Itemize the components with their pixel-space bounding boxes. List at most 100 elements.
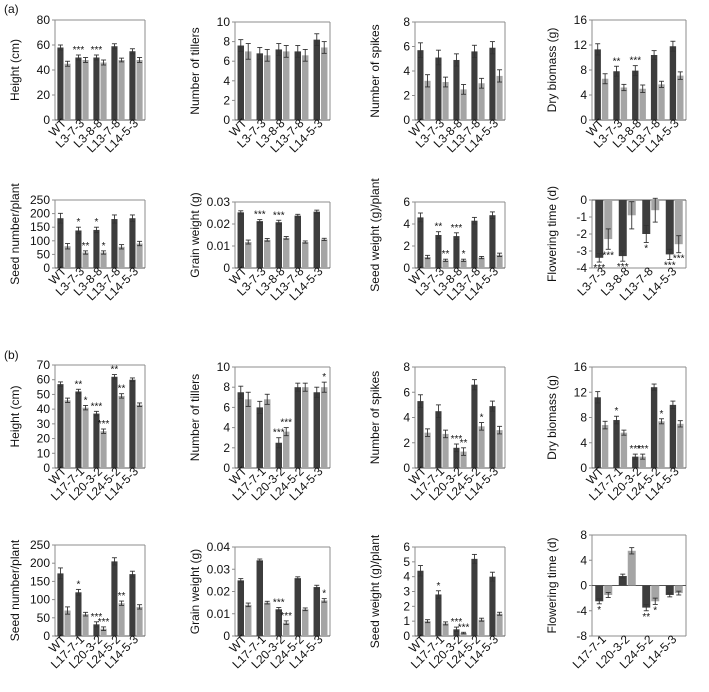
bar: [453, 447, 460, 468]
y-tick-label: 50: [37, 247, 51, 261]
significance-mark: **: [613, 56, 621, 67]
y-tick-label: 0: [580, 461, 587, 475]
y-tick-label: 50: [37, 387, 51, 401]
bar: [294, 387, 301, 468]
y-tick-label: -2: [576, 227, 587, 241]
bar: [669, 46, 677, 120]
bar: [313, 39, 320, 120]
significance-mark: ***: [273, 210, 285, 221]
bar: [93, 57, 100, 120]
y-tick-label: 6: [403, 540, 410, 554]
y-tick-label: 0.03: [207, 195, 231, 209]
bar: [442, 433, 449, 468]
significance-mark: *: [597, 605, 601, 616]
bar: [302, 242, 309, 268]
significance-mark: ***: [451, 617, 463, 628]
bar: [136, 606, 143, 636]
significance-mark: ***: [637, 444, 649, 455]
bar: [604, 200, 613, 240]
y-tick-label: 2: [403, 89, 410, 103]
y-tick-label: 4: [403, 217, 410, 231]
bar: [82, 407, 89, 468]
significance-mark: ***: [617, 262, 629, 273]
y-tick-label: 4: [403, 411, 410, 425]
significance-mark: ***: [273, 428, 285, 439]
y-axis-label: Height (cm): [8, 39, 22, 101]
bar: [665, 200, 674, 255]
bar: [313, 587, 320, 636]
bar: [478, 257, 485, 268]
y-tick-label: 0: [43, 629, 50, 643]
y-tick-label: 6: [403, 385, 410, 399]
bar: [613, 420, 620, 468]
significance-mark: **: [442, 249, 450, 260]
bar: [57, 218, 64, 268]
y-tick-label: 8: [223, 35, 230, 49]
bar: [627, 550, 636, 586]
bar: [478, 619, 485, 636]
bar: [460, 260, 467, 268]
bar: [417, 50, 424, 120]
bar: [129, 379, 136, 468]
y-tick-label: 2: [403, 239, 410, 253]
y-axis-label: Dry biomass (g): [545, 28, 559, 113]
significance-mark: *: [76, 579, 80, 590]
bar: [651, 585, 660, 602]
y-tick-label: -3: [576, 244, 587, 258]
bar: [424, 80, 431, 120]
bar: [245, 604, 252, 636]
bar: [264, 602, 271, 636]
bar: [294, 51, 301, 120]
y-tick-label: 0: [223, 461, 230, 475]
y-tick-label: 8: [580, 528, 587, 542]
y-tick-label: -8: [576, 629, 587, 643]
bar: [613, 71, 620, 120]
bar: [417, 570, 424, 636]
bar: [82, 60, 89, 120]
y-tick-label: 40: [37, 402, 51, 416]
y-tick-label: 0: [403, 113, 410, 127]
significance-mark: ***: [73, 45, 85, 56]
y-tick-label: 40: [37, 63, 51, 77]
y-tick-label: 0.02: [207, 217, 231, 231]
bar: [245, 399, 252, 468]
bar: [313, 392, 320, 468]
bar: [632, 456, 639, 468]
bar: [264, 399, 271, 468]
y-tick-label: 4: [223, 74, 230, 88]
bar: [275, 49, 282, 120]
significance-mark: ***: [451, 434, 463, 445]
y-axis-label: Number of spikes: [368, 371, 382, 464]
bar: [294, 578, 301, 636]
bar: [111, 46, 118, 120]
y-tick-label: 6: [403, 195, 410, 209]
bar: [618, 200, 627, 257]
significance-mark: *: [653, 605, 657, 616]
significance-mark: ***: [629, 444, 641, 455]
y-tick-label: 50: [37, 611, 51, 625]
bar: [111, 561, 118, 636]
y-tick-label: 4: [580, 88, 587, 102]
bar: [256, 53, 263, 120]
significance-mark: ***: [673, 254, 685, 265]
y-tick-label: 6: [223, 54, 230, 68]
y-axis-label: Grain weight (g): [188, 549, 202, 634]
bar: [460, 633, 467, 636]
significance-mark: *: [615, 406, 619, 417]
y-tick-label: 250: [30, 193, 50, 207]
bar: [118, 60, 125, 120]
bar: [245, 242, 252, 268]
bar: [321, 239, 328, 268]
y-tick-label: 20: [37, 432, 51, 446]
significance-mark: **: [75, 379, 83, 390]
significance-mark: *: [102, 241, 106, 252]
y-tick-label: 6: [403, 40, 410, 54]
bar: [620, 432, 628, 468]
y-tick-label: 200: [30, 207, 50, 221]
bar: [650, 387, 658, 468]
